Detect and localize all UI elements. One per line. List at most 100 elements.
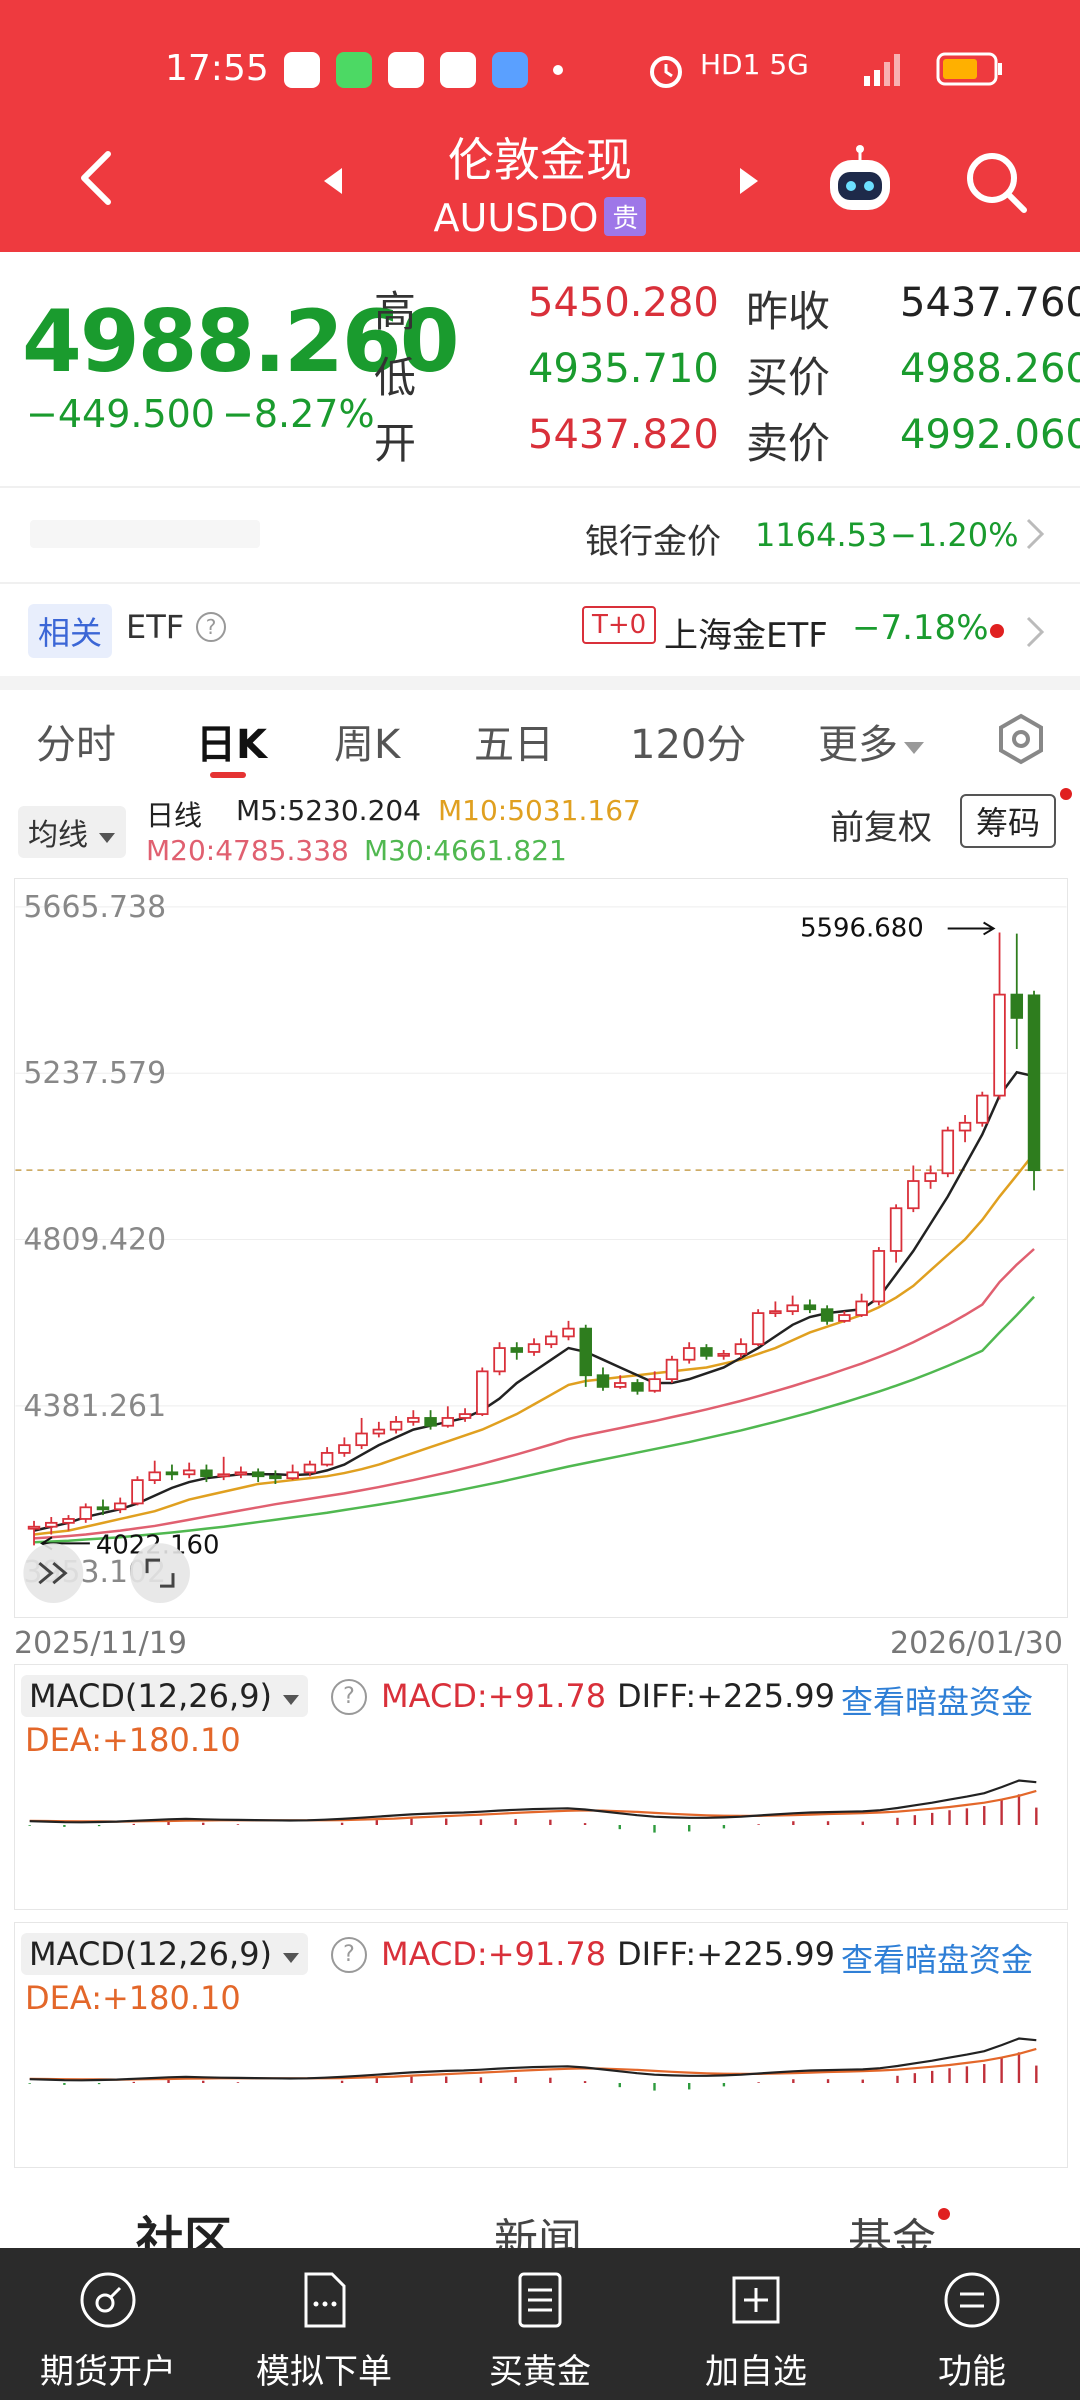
- tab-daily-k[interactable]: 日K: [196, 722, 267, 768]
- macd-panel[interactable]: MACD(12,26,9) ? MACD:+91.78 DIFF:+225.99…: [14, 1922, 1068, 2168]
- candle-body: [976, 1094, 989, 1124]
- dea-value: DEA:+180.10: [25, 1979, 241, 2017]
- date-end: 2026/01/30: [890, 1626, 1063, 1661]
- functions-button[interactable]: 功能: [864, 2248, 1080, 2400]
- candle-body: [389, 1420, 403, 1431]
- candle-body: [165, 1471, 179, 1476]
- candlestick-chart[interactable]: 5665.7385237.5794809.4204381.2613953.102…: [14, 878, 1068, 1618]
- candle-body: [476, 1370, 489, 1415]
- ma30-value: M30:4661.821: [364, 834, 567, 867]
- add-square-icon: [732, 2276, 780, 2324]
- y-axis-label: 5237.579: [23, 1056, 166, 1091]
- instrument-code-text: AUUSDO: [433, 196, 599, 240]
- settings-hexagon-icon[interactable]: [994, 712, 1048, 766]
- macd-histogram: [28, 1794, 1038, 1833]
- help-icon[interactable]: ?: [331, 1937, 367, 1973]
- help-icon[interactable]: ?: [331, 1679, 367, 1715]
- candles: [27, 932, 1041, 1546]
- dark-pool-link[interactable]: 查看暗盘资金: [841, 1941, 1034, 1979]
- fullscreen-button[interactable]: [130, 1543, 190, 1604]
- tab-more-label: 更多: [818, 722, 898, 768]
- tab-more[interactable]: 更多: [818, 712, 926, 770]
- simulated-order-label: 模拟下单: [256, 2352, 392, 2392]
- bid-value: 4988.260: [900, 346, 1080, 392]
- buy-gold-button[interactable]: 买黄金: [432, 2248, 648, 2400]
- divider: [0, 486, 1080, 488]
- expand-icon: [145, 1558, 175, 1588]
- tab-120min[interactable]: 120分: [630, 722, 747, 768]
- more-dot-icon: [553, 65, 563, 75]
- account-dial-icon: [80, 2272, 136, 2328]
- app-notification-icon: [284, 52, 320, 88]
- tab-community[interactable]: 社区: [136, 2212, 233, 2248]
- arrow-right-icon: [947, 921, 996, 936]
- prev-close-label: 昨收: [746, 287, 831, 336]
- bid-label: 买价: [746, 353, 831, 402]
- low-label: 低: [374, 353, 417, 402]
- robot-assistant-icon[interactable]: [820, 142, 900, 222]
- message-notification-icon: [388, 52, 424, 88]
- macd-panel[interactable]: MACD(12,26,9) ? MACD:+91.78 DIFF:+225.99…: [14, 1664, 1068, 1910]
- candle-body: [958, 1121, 972, 1132]
- open-label: 开: [374, 419, 417, 468]
- active-tab-indicator: [210, 772, 246, 778]
- candle-body: [562, 1327, 575, 1338]
- period-label: 日线: [146, 799, 203, 832]
- notification-dot: [1060, 788, 1072, 800]
- ma20-value: M20:4785.338: [146, 834, 349, 867]
- tab-weekly-k[interactable]: 周K: [334, 722, 401, 768]
- macd-selector[interactable]: MACD(12,26,9): [21, 1933, 309, 1975]
- alarm-icon: [650, 56, 682, 88]
- help-icon[interactable]: ?: [196, 612, 226, 642]
- ma-selector[interactable]: 均线: [18, 806, 126, 858]
- blurred-placeholder: [30, 520, 260, 548]
- candle-body: [803, 1304, 817, 1311]
- forward-adjust-label[interactable]: 前复权: [830, 808, 932, 848]
- ask-value: 4992.060: [900, 412, 1080, 458]
- prev-instrument-icon[interactable]: [318, 166, 348, 196]
- candle-body: [924, 1172, 937, 1182]
- open-futures-account-button[interactable]: 期货开户: [0, 2248, 216, 2400]
- add-watchlist-button[interactable]: 加自选: [648, 2248, 864, 2400]
- chip-distribution-button[interactable]: 筹码: [960, 794, 1057, 848]
- candle-body: [941, 1129, 955, 1175]
- precious-metal-badge: 贵: [604, 197, 647, 236]
- search-icon[interactable]: [962, 148, 1030, 216]
- back-icon[interactable]: [70, 148, 130, 208]
- collapse-button[interactable]: [23, 1543, 84, 1604]
- y-axis-label: 4381.261: [23, 1389, 166, 1424]
- notification-dot: [990, 624, 1004, 638]
- bank-gold-row[interactable]: 银行金价 1164.53 −1.20%: [0, 490, 1080, 580]
- open-value: 5437.820: [528, 412, 719, 458]
- candle-body: [855, 1300, 868, 1316]
- candle-body: [613, 1382, 627, 1388]
- candle-body: [872, 1250, 886, 1303]
- tab-news[interactable]: 新闻: [494, 2215, 582, 2248]
- low-value: 4935.710: [528, 346, 719, 392]
- simulated-order-button[interactable]: 模拟下单: [216, 2248, 432, 2400]
- candle-body: [786, 1304, 799, 1313]
- candle-body: [700, 1347, 713, 1357]
- candle-body: [234, 1471, 248, 1476]
- ma30-line: [33, 1295, 1035, 1544]
- period-tabs: 分时 日K 周K 五日 120分 更多: [0, 690, 1080, 790]
- moving-average-row: 均线 日线 M5:5230.204 M10:5031.167 M20:4785.…: [0, 788, 1080, 878]
- divider: [0, 582, 1080, 584]
- candle-body: [665, 1358, 679, 1381]
- tab-five-day[interactable]: 五日: [474, 722, 554, 768]
- etf-label: ETF: [126, 608, 185, 646]
- tab-fund[interactable]: 基金: [848, 2215, 936, 2248]
- candle-body: [441, 1417, 455, 1427]
- dea-line: [29, 1789, 1037, 1823]
- etf-name[interactable]: 上海金ETF: [664, 616, 828, 656]
- next-instrument-icon[interactable]: [734, 166, 764, 196]
- macd-histogram: [28, 2052, 1038, 2091]
- battery-icon: [936, 52, 1002, 86]
- dark-pool-link[interactable]: 查看暗盘资金: [841, 1683, 1034, 1721]
- candle-body: [286, 1471, 299, 1480]
- macd-selector[interactable]: MACD(12,26,9): [21, 1675, 309, 1717]
- tab-timeshare[interactable]: 分时: [36, 722, 116, 768]
- macd-value: MACD:+91.78: [381, 1935, 607, 1973]
- etf-row[interactable]: 相关 ETF ? T+0 上海金ETF −7.18%: [0, 588, 1080, 678]
- candle-body: [907, 1180, 920, 1210]
